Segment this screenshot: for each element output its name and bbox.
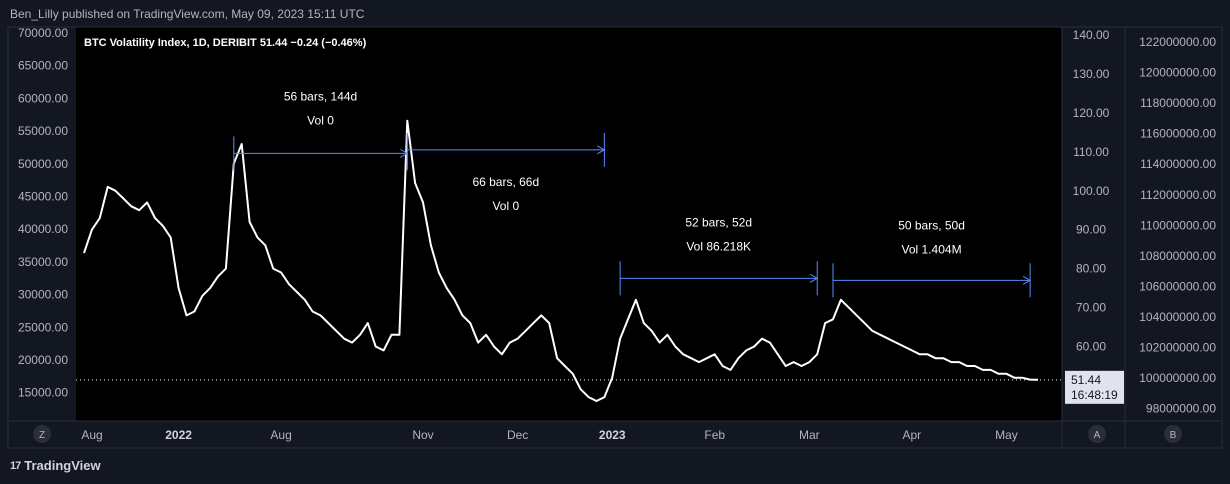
- right-axis-tick-label: 90.00: [1076, 223, 1106, 237]
- left-axis-tick-label: 55000.00: [18, 124, 68, 138]
- bar-countdown: 16:48:19: [1071, 388, 1118, 402]
- far-right-axis-tick-label: 114000000.00: [1140, 157, 1216, 171]
- scale-settings-button-label: B: [1170, 430, 1177, 441]
- left-axis-tick-label: 20000.00: [18, 353, 68, 367]
- measure-label-volume: Vol 0: [492, 199, 519, 213]
- time-axis-tick-label: Feb: [704, 428, 725, 442]
- left-axis-tick-label: 50000.00: [18, 157, 68, 171]
- time-axis-tick-label: Aug: [270, 428, 291, 442]
- far-right-axis-tick-label: 116000000.00: [1140, 127, 1216, 141]
- left-axis-tick-label: 60000.00: [18, 91, 68, 105]
- last-price-value: 51.44: [1071, 373, 1101, 387]
- far-right-axis-tick-label: 98000000.00: [1146, 402, 1216, 416]
- left-axis-tick-label: 40000.00: [18, 222, 68, 236]
- measure-label-bars: 50 bars, 50d: [898, 218, 965, 232]
- chart-legend: BTC Volatility Index, 1D, DERIBIT 51.44 …: [84, 37, 367, 49]
- last-price-label: [1065, 370, 1124, 404]
- measure-label-bars: 52 bars, 52d: [685, 215, 752, 229]
- date-range-measure[interactable]: [832, 263, 1032, 298]
- tradingview-logo-icon: 17: [10, 459, 21, 472]
- far-right-axis-tick-label: 120000000.00: [1139, 66, 1216, 80]
- chart-frame: [7, 26, 1223, 449]
- measure-arrow-icon: [597, 145, 606, 155]
- right-axis-tick-label: 130.00: [1073, 67, 1110, 81]
- time-axis-tick-label: 2023: [599, 428, 626, 442]
- time-axis-tick-label: May: [995, 428, 1018, 442]
- measure-label-bars: 66 bars, 66d: [472, 175, 539, 189]
- time-axis-tick-label: Mar: [799, 428, 820, 442]
- zoom-reset-button-label: Z: [39, 430, 45, 441]
- measure-label-volume: Vol 86.218K: [686, 239, 751, 253]
- far-right-axis-tick-label: 102000000.00: [1139, 341, 1216, 355]
- tradingview-brand[interactable]: 17 TradingView: [10, 458, 101, 473]
- far-right-axis-tick-label: 104000000.00: [1139, 310, 1216, 324]
- date-range-measure[interactable]: [406, 132, 606, 167]
- far-right-axis-tick-label: 112000000.00: [1140, 188, 1216, 202]
- time-axis-tick-label: Nov: [412, 428, 433, 442]
- far-right-axis-tick-label: 108000000.00: [1139, 249, 1216, 263]
- left-axis-tick-label: 65000.00: [18, 59, 68, 73]
- tradingview-brand-name: TradingView: [24, 458, 101, 473]
- far-right-axis-tick-label: 122000000.00: [1139, 35, 1216, 49]
- zoom-reset-button[interactable]: [33, 425, 51, 443]
- left-axis-tick-label: 45000.00: [18, 190, 68, 204]
- right-axis-tick-label: 100.00: [1073, 184, 1110, 198]
- far-right-axis-tick-label: 100000000.00: [1139, 371, 1216, 385]
- plot-area[interactable]: [76, 27, 1062, 421]
- left-axis-tick-label: 35000.00: [18, 255, 68, 269]
- right-axis-tick-label: 140.00: [1073, 28, 1110, 42]
- date-range-measure[interactable]: [619, 261, 819, 296]
- scale-settings-button[interactable]: [1164, 425, 1182, 443]
- right-axis-tick-label: 120.00: [1073, 106, 1110, 120]
- right-axis-tick-label: 110.00: [1073, 145, 1109, 159]
- time-axis-tick-label: Dec: [507, 428, 528, 442]
- measure-label-volume: Vol 0: [307, 113, 334, 127]
- right-axis-tick-label: 60.00: [1076, 340, 1106, 354]
- far-right-axis-tick-label: 106000000.00: [1139, 279, 1216, 293]
- time-axis-tick-label: Apr: [903, 428, 922, 442]
- auto-scale-button[interactable]: [1088, 425, 1106, 443]
- left-axis-tick-label: 30000.00: [18, 288, 68, 302]
- measure-label-bars: 56 bars, 144d: [284, 89, 357, 103]
- right-axis-tick-label: 70.00: [1076, 301, 1106, 315]
- series-line-btc-volatility[interactable]: [83, 119, 1039, 402]
- left-axis-tick-label: 70000.00: [18, 26, 68, 40]
- auto-scale-button-label: A: [1094, 430, 1101, 441]
- measure-arrow-icon: [1022, 275, 1032, 285]
- far-right-axis-tick-label: 118000000.00: [1140, 96, 1216, 110]
- left-axis-tick-label: 25000.00: [18, 320, 68, 334]
- measure-arrow-icon: [809, 273, 819, 283]
- left-price-axis[interactable]: [8, 27, 76, 421]
- far-right-axis-tick-label: 110000000.00: [1140, 218, 1216, 232]
- time-axis-tick-label: 2022: [165, 428, 192, 442]
- publisher-header: Ben_Lilly published on TradingView.com, …: [10, 7, 365, 21]
- time-axis-tick-label: Aug: [81, 428, 102, 442]
- left-axis-tick-label: 15000.00: [18, 386, 68, 400]
- right-axis-tick-label: 80.00: [1076, 262, 1106, 276]
- measure-label-volume: Vol 1.404M: [902, 242, 962, 256]
